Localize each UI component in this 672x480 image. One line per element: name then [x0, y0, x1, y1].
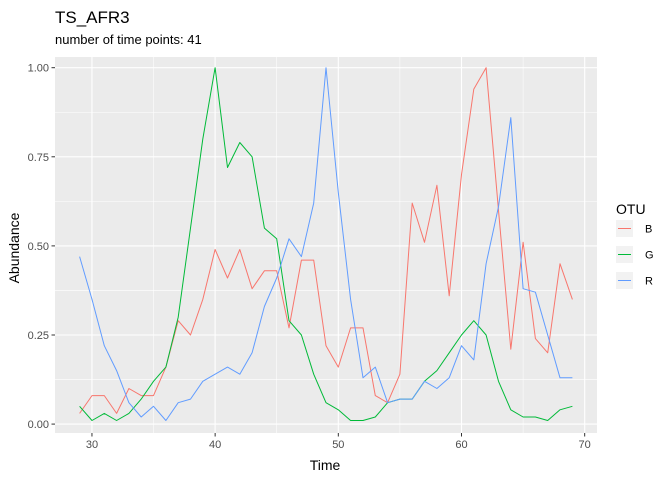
grid-minor [55, 57, 597, 433]
legend-label-r: R [645, 276, 653, 288]
x-tick-label: 40 [209, 439, 221, 451]
x-tick-label: 60 [455, 439, 467, 451]
series-line-r [79, 67, 573, 421]
x-axis: 30 40 50 60 70 [86, 433, 591, 451]
series-line-b [79, 67, 573, 414]
x-tick-label: 50 [332, 439, 344, 451]
x-axis-title: Time [310, 457, 341, 473]
y-axis: 0.00 0.25 0.50 0.75 1.00 [28, 63, 55, 431]
y-tick-label: 0.00 [28, 419, 49, 431]
y-tick-label: 1.00 [28, 63, 49, 75]
legend-label-g: G [645, 250, 654, 262]
legend-label-b: B [645, 224, 652, 236]
legend-items: B G R [616, 220, 654, 289]
legend-title: OTU [616, 201, 646, 217]
y-axis-title: Abundance [6, 212, 22, 283]
chart-subtitle: number of time points: 41 [55, 32, 202, 47]
y-tick-label: 0.75 [28, 152, 49, 164]
y-tick-label: 0.25 [28, 330, 49, 342]
legend: OTU B G R [616, 201, 654, 289]
series-line-g [79, 67, 573, 421]
x-tick-label: 30 [86, 439, 98, 451]
x-tick-label: 70 [579, 439, 591, 451]
series-layer [79, 67, 573, 421]
plot-panel [55, 57, 597, 433]
y-tick-label: 0.50 [28, 241, 49, 253]
chart-title: TS_AFR3 [55, 8, 130, 27]
